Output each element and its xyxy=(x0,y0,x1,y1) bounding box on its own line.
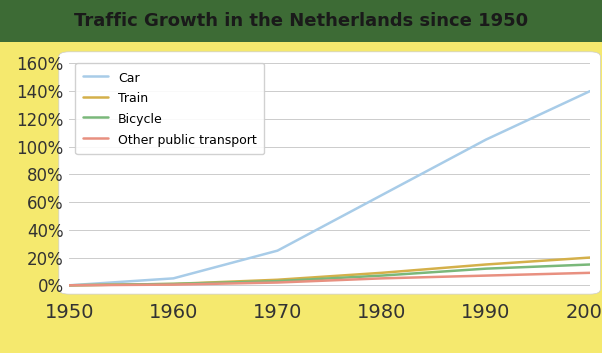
Line: Train: Train xyxy=(69,258,590,285)
Train xyxy=(482,262,489,267)
Car xyxy=(482,138,489,142)
Bicycle xyxy=(378,274,385,278)
Other public transport xyxy=(378,276,385,281)
Other public transport xyxy=(586,271,594,275)
Line: Bicycle: Bicycle xyxy=(69,264,590,285)
Car xyxy=(586,89,594,93)
Train xyxy=(274,277,281,282)
Car xyxy=(378,193,385,197)
Train xyxy=(586,256,594,260)
Line: Car: Car xyxy=(69,91,590,285)
Train xyxy=(378,271,385,275)
Other public transport xyxy=(482,274,489,278)
Other public transport xyxy=(170,282,177,287)
FancyBboxPatch shape xyxy=(59,52,600,294)
Bicycle xyxy=(482,267,489,271)
Line: Other public transport: Other public transport xyxy=(69,273,590,285)
Bicycle xyxy=(170,282,177,286)
Other public transport xyxy=(274,280,281,285)
Text: Traffic Growth in the Netherlands since 1950: Traffic Growth in the Netherlands since … xyxy=(74,12,528,30)
Other public transport xyxy=(66,283,73,287)
Train xyxy=(66,283,73,287)
Car xyxy=(66,283,73,287)
Car xyxy=(274,249,281,253)
Bicycle xyxy=(66,283,73,287)
Legend: Car, Train, Bicycle, Other public transport: Car, Train, Bicycle, Other public transp… xyxy=(75,63,264,154)
Car xyxy=(170,276,177,281)
Bicycle xyxy=(274,279,281,283)
Train xyxy=(170,282,177,286)
Bicycle xyxy=(586,262,594,267)
